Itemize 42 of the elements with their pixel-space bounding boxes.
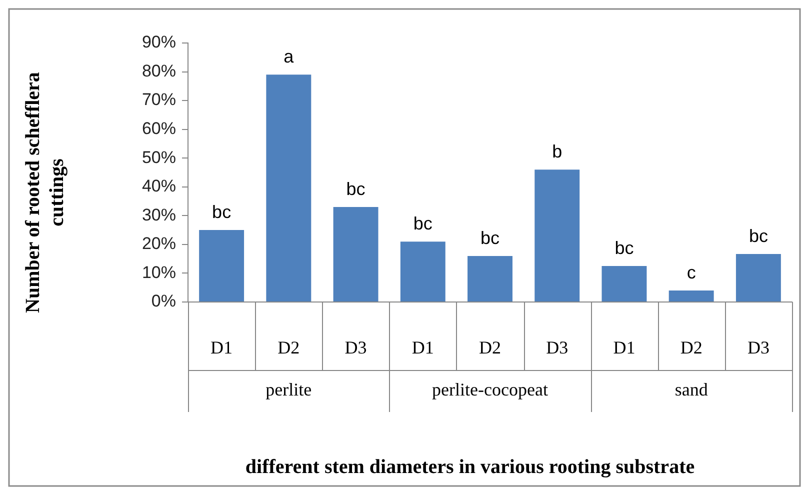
y-tick-label: 30% (142, 205, 176, 224)
y-tick-label: 90% (142, 32, 176, 52)
data-label: bc (748, 226, 768, 246)
bar (266, 74, 312, 302)
data-label: a (284, 46, 295, 67)
x-tick-label: D2 (278, 338, 300, 358)
y-tick-label: 80% (142, 61, 176, 80)
y-tick-label: 50% (142, 148, 176, 167)
bar (333, 207, 378, 302)
x-tick-label: D3 (546, 338, 568, 358)
x-tick-label: D3 (344, 338, 367, 358)
text: sand (674, 380, 708, 400)
y-tick-label: 20% (142, 234, 176, 254)
bar (468, 256, 512, 302)
x-tick-label: D2 (680, 338, 702, 358)
x-tick-label: D3 (747, 338, 770, 358)
x-axis-title: different stem diameters in various rooting substrate (245, 456, 695, 478)
y-tick-label: 70% (142, 90, 176, 110)
bar (199, 230, 244, 302)
y-tick-label: 10% (142, 262, 176, 282)
data-label: bc (480, 228, 500, 248)
data-label: bc (614, 238, 634, 258)
y-tick-label: 60% (142, 119, 176, 138)
text: perlite (266, 380, 312, 400)
data-label: b (552, 142, 562, 162)
x-tick-label: D2 (479, 338, 501, 358)
bar (602, 266, 647, 302)
y-axis-title: Number of rooted schefflera cuttings (22, 72, 68, 313)
text: perlite-cocopeat (432, 380, 548, 400)
x-tick-label: D1 (613, 338, 636, 358)
bar (534, 170, 580, 302)
bar (400, 242, 446, 302)
bar (736, 254, 781, 302)
y-tick-label: 0% (151, 292, 176, 311)
data-label: bc (212, 202, 232, 222)
data-label: bc (346, 179, 366, 199)
bar (668, 290, 714, 302)
x-tick-label: D1 (412, 338, 434, 358)
data-label: c (686, 262, 696, 282)
data-label: bc (413, 214, 432, 234)
y-tick-label: 40% (142, 176, 176, 196)
x-tick-label: D1 (210, 338, 233, 358)
